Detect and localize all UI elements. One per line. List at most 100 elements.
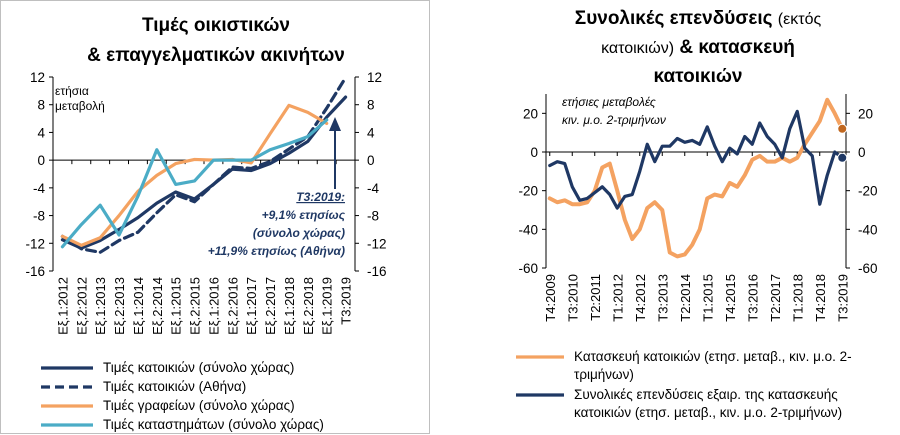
y-tick-label-right: 8 (367, 98, 375, 113)
y-tick-label-right: -60 (858, 261, 878, 276)
y-tick-label-left: -12 (25, 236, 45, 251)
annotation-arrow (329, 117, 341, 189)
left-chart-svg: -16 -16 -12 -12 -8 -8 -4 -4 0 0 4 4 8 8 12 12 Εξ.1:2012 Ε… (25, 70, 387, 335)
right-note-line1: ετήσιες μεταβολές (562, 95, 656, 109)
left-chart-title: Τιμές οικιστικών & επαγγελματικών ακινήτ… (1, 11, 431, 71)
left-title-line2: & επαγγελματικών ακινήτων (87, 45, 345, 66)
y-tick-label-left: -8 (33, 209, 45, 224)
x-tick-label: Εξ.2:2016 (225, 277, 240, 335)
legend-swatch (41, 423, 93, 427)
left-legend: Τιμές κατοικιών (σύνολο χώρας) Τιμές κατο… (39, 359, 324, 435)
series-line-2 (60, 103, 329, 247)
y-tick-label-left: 12 (30, 70, 45, 85)
x-tick-label: Εξ.2:2012 (74, 277, 89, 335)
legend-swatch (41, 404, 93, 408)
x-tick-label: Τ4:2009 (543, 274, 558, 322)
x-tick-label: Εξ.1:2016 (206, 277, 221, 335)
series-end-marker-0 (837, 123, 848, 134)
legend-label: Τιμές κατοικιών (Αθήνα) (103, 379, 247, 394)
x-tick-label: Εξ.1:2014 (131, 277, 146, 335)
legend-label: Τιμές κατοικιών (σύνολο χώρας) (103, 360, 295, 375)
x-tick-label: Τ3:2019 (835, 274, 850, 322)
series-line-3 (60, 118, 329, 249)
right-legend: Κατασκευή κατοικιών (ετησ. μεταβ., κιν. … (514, 348, 898, 424)
x-tick-label: Τ3:2016 (745, 274, 760, 322)
annotation-line2: +9,1% ετησίως (262, 208, 346, 222)
x-tick-label: Τ4:2012 (633, 274, 648, 322)
x-tick-label: Τ3:2010 (565, 274, 580, 322)
x-tick-label: Τ4:2015 (723, 274, 738, 322)
right-title-line1-normal: (εκτός (777, 11, 822, 28)
series-line-1 (60, 76, 348, 254)
legend-item: Κατασκευή κατοικιών (ετησ. μεταβ., κιν. … (514, 348, 898, 384)
x-tick-label: Εξ.1:2019 (320, 277, 335, 335)
right-title-line1-bold: Συνολικές επενδύσεις (574, 8, 773, 29)
annotation-line1: Τ3:2019: (296, 190, 345, 204)
legend-item: Τιμές κατοικιών (Αθήνα) (39, 378, 324, 396)
x-tick-label: Τ1:2015 (700, 274, 715, 322)
x-tick-label: Εξ.1:2013 (93, 277, 108, 335)
right-chart-svg: -60 -40 -20 0 20 -60 -40 -20 0 20 Τ4:2009 Τ3:2010 Τ2… (518, 94, 878, 322)
y-tick-label-right: 0 (858, 145, 866, 160)
y-tick-label-left: -20 (518, 184, 538, 199)
annotation-line3: (σύνολο χώρας) (253, 226, 345, 240)
left-ylabel-line1: ετήσια (55, 84, 89, 98)
x-tick-label: Εξ.1:2015 (169, 277, 184, 335)
legend-label: Τιμές καταστημάτων (σύνολο χώρας) (103, 417, 324, 432)
x-tick-label: Εξ.2:2013 (112, 277, 127, 335)
right-title-line3: κατοικιών (653, 66, 743, 87)
right-title-line2-normal: κατοικιών) (601, 40, 675, 57)
y-tick-label-left: 20 (523, 106, 538, 121)
y-tick-label-left: 0 (530, 145, 538, 160)
x-tick-label: Εξ.2:2018 (301, 277, 316, 335)
y-tick-label-right: -8 (367, 209, 379, 224)
y-tick-label-left: -4 (33, 181, 45, 196)
legend-swatch (41, 366, 93, 370)
right-note-line2: κιν. μ.ο. 2-τριμήνων (562, 113, 666, 127)
x-tick-label: Τ1:2018 (790, 274, 805, 322)
x-tick-label: Τ1:2012 (610, 274, 625, 322)
series-end-marker-1 (837, 152, 848, 163)
y-tick-label-left: 0 (37, 153, 45, 168)
y-tick-label-right: 20 (858, 106, 873, 121)
right-title-line2-bold: & κατασκευή (679, 37, 795, 58)
y-tick-label-left: 8 (37, 98, 45, 113)
series-line-0 (547, 97, 845, 259)
left-ylabel-line2: μεταβολή (55, 99, 105, 113)
y-tick-label-left: -40 (518, 222, 538, 237)
legend-swatch (516, 393, 564, 397)
y-tick-label-right: 4 (367, 125, 375, 140)
y-tick-label-left: -16 (25, 264, 45, 279)
right-chart-panel: Συνολικές επενδύσεις (εκτός κατοικιών) &… (496, 0, 900, 434)
x-tick-label: Εξ.2:2017 (263, 277, 278, 335)
series-line-1 (548, 109, 844, 210)
left-chart-panel: Τιμές οικιστικών & επαγγελματικών ακινήτ… (0, 0, 430, 434)
x-tick-label: Τ3:2013 (655, 274, 670, 322)
legend-label: Κατασκευή κατοικιών (ετησ. μεταβ., κιν. … (574, 349, 852, 382)
y-tick-label-right: -40 (858, 222, 878, 237)
legend-item: Τιμές κατοικιών (σύνολο χώρας) (39, 359, 324, 377)
legend-swatch (41, 385, 93, 389)
y-tick-label-right: -16 (367, 264, 387, 279)
y-tick-label-left: 4 (37, 125, 45, 140)
x-tick-label: Τ2:2017 (768, 274, 783, 322)
y-tick-label-right: -20 (858, 184, 878, 199)
x-tick-label: Εξ.1:2018 (282, 277, 297, 335)
x-tick-label: Εξ.2:2015 (188, 277, 203, 335)
y-tick-label-right: -12 (367, 236, 387, 251)
legend-swatch (516, 355, 564, 359)
x-tick-label: Εξ.1:2017 (244, 277, 259, 335)
y-tick-label-left: -60 (518, 261, 538, 276)
annotation-line4: +11,9% ετησίως (Αθήνα) (208, 244, 345, 258)
legend-item: Συνολικές επενδύσεις εξαιρ. της κατασκευ… (514, 386, 898, 422)
legend-label: Τιμές γραφείων (σύνολο χώρας) (103, 398, 295, 413)
x-tick-label: Τ2:2014 (678, 274, 693, 322)
right-chart-title: Συνολικές επενδύσεις (εκτός κατοικιών) &… (496, 5, 900, 91)
y-tick-label-right: 0 (367, 153, 375, 168)
x-tick-label: Τ4:2018 (813, 274, 828, 322)
left-title-line1: Τιμές οικιστικών (142, 15, 290, 36)
x-tick-label: Τ3:2019 (339, 277, 354, 325)
y-tick-label-right: -4 (367, 181, 379, 196)
legend-label: Συνολικές επενδύσεις εξαιρ. της κατασκευ… (574, 387, 843, 420)
y-tick-label-right: 12 (367, 70, 382, 85)
